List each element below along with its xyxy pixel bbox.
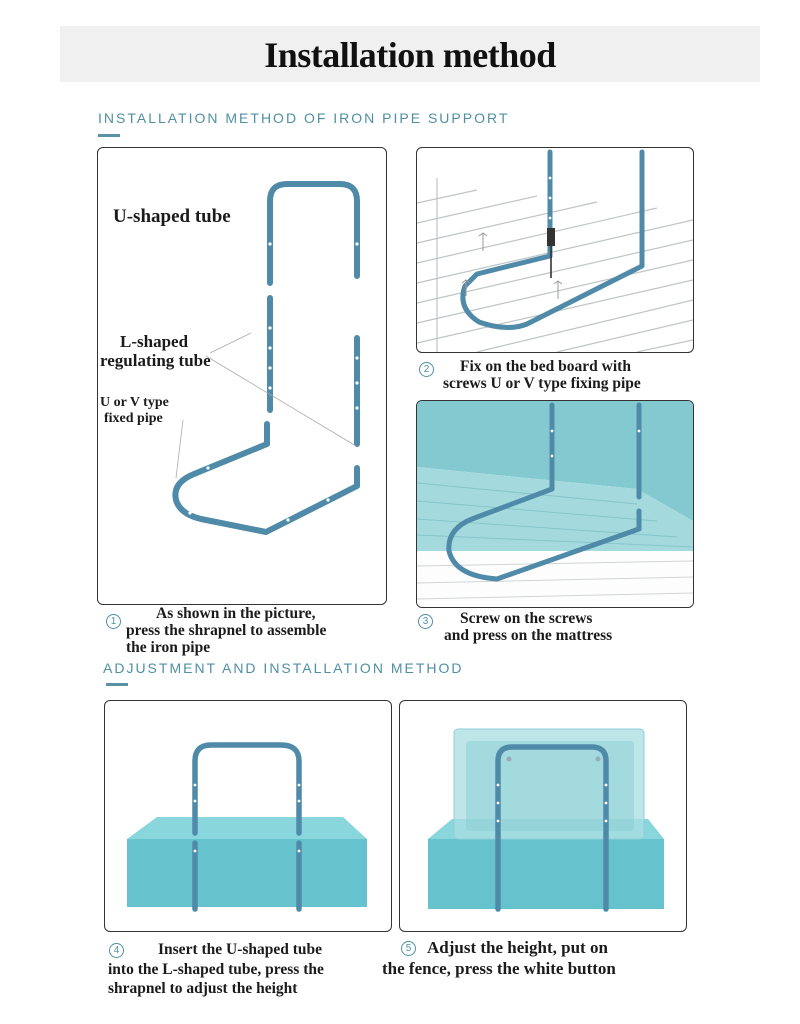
step-3-line-2: and press on the mattress bbox=[444, 627, 613, 644]
step-1-line-1: As shown in the picture, bbox=[156, 605, 316, 622]
step-2-line-1: Fix on the bed board with bbox=[460, 358, 631, 375]
u-tube-insert-diagram bbox=[127, 742, 367, 912]
section-accent-line-2 bbox=[106, 683, 128, 686]
step-number-5: 5 bbox=[401, 941, 416, 956]
panel-step-4 bbox=[104, 700, 392, 932]
step-number-4: 4 bbox=[109, 943, 124, 958]
bed-board-screws-diagram bbox=[417, 149, 693, 352]
step-3-line-1: Screw on the screws bbox=[460, 610, 593, 627]
step-4-line-3: shrapnel to adjust the height bbox=[108, 980, 298, 997]
step-number-2: 2 bbox=[419, 362, 434, 377]
panel-step-5 bbox=[399, 700, 687, 932]
step-4-line-2: into the L-shaped tube, press the bbox=[108, 961, 324, 978]
page-title: Installation method bbox=[264, 35, 556, 75]
mattress-press-diagram bbox=[417, 401, 693, 607]
step-1-line-2: press the shrapnel to assemble bbox=[126, 622, 327, 639]
label-u-v-type: U or V type bbox=[100, 395, 169, 410]
section-title-iron-pipe: INSTALLATION METHOD OF IRON PIPE SUPPORT bbox=[98, 110, 510, 126]
label-u-shaped-tube: U-shaped tube bbox=[113, 206, 231, 227]
step-5-line-2: the fence, press the white button bbox=[382, 959, 616, 978]
fence-adjust-diagram bbox=[428, 728, 664, 912]
step-4-line-1: Insert the U-shaped tube bbox=[158, 941, 323, 958]
label-regulating-tube: regulating tube bbox=[100, 351, 211, 370]
label-fixed-pipe: fixed pipe bbox=[104, 411, 163, 426]
panel-step-2 bbox=[416, 147, 694, 353]
step-2-line-2: screws U or V type fixing pipe bbox=[443, 375, 641, 392]
step-number-1: 1 bbox=[106, 614, 121, 629]
section-title-adjustment: ADJUSTMENT AND INSTALLATION METHOD bbox=[103, 660, 464, 676]
section-accent-line bbox=[98, 134, 120, 137]
step-1-line-3: the iron pipe bbox=[126, 639, 211, 656]
title-banner: Installation method bbox=[60, 26, 760, 82]
panel-step-1: U-shaped tube L-shaped regulating tube U… bbox=[97, 147, 387, 605]
step-5-line-1: Adjust the height, put on bbox=[427, 938, 608, 957]
pipe-assembly-diagram bbox=[172, 181, 360, 535]
step-number-3: 3 bbox=[418, 614, 433, 629]
label-l-shaped: L-shaped bbox=[120, 332, 189, 351]
panel-step-3 bbox=[416, 400, 694, 608]
